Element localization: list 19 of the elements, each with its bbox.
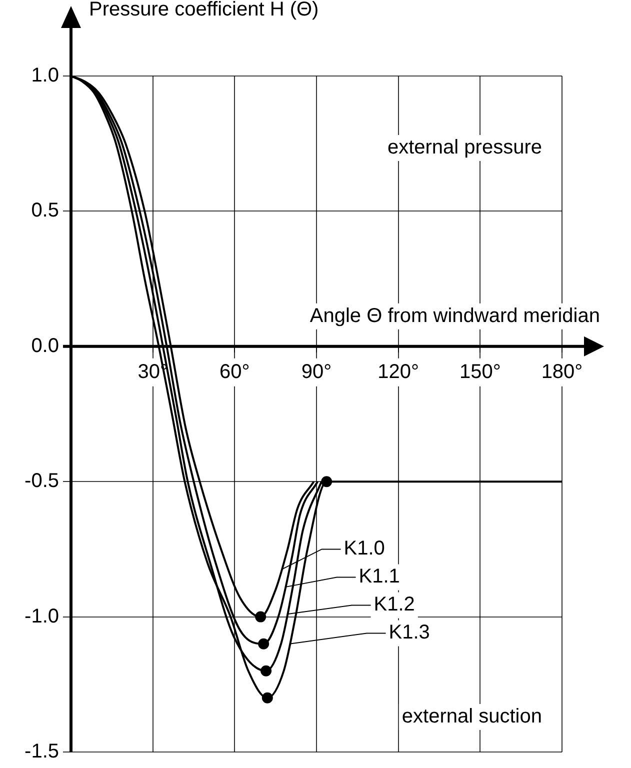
y-tick-label: -1.0 — [24, 605, 59, 628]
x-axis-title: Angle Θ from windward meridian — [310, 304, 600, 327]
annotation: external pressure — [387, 136, 542, 159]
y-tick-label: -1.5 — [24, 740, 59, 763]
x-tick-label: 150° — [459, 360, 501, 383]
y-tick-label: 0.0 — [31, 334, 59, 357]
legend-label: K1.1 — [358, 566, 400, 588]
y-tick-label: 1.0 — [31, 64, 59, 87]
y-tick-label: 0.5 — [31, 200, 59, 222]
x-tick-label: 60° — [220, 360, 250, 383]
x-tick-label: 180° — [541, 360, 583, 383]
x-tick-label: 120° — [378, 360, 420, 383]
legend-label: K1.0 — [344, 538, 385, 560]
legend-label: K1.3 — [388, 622, 430, 644]
y-tick-label: -0.5 — [24, 470, 59, 492]
x-tick-label: 90° — [301, 360, 332, 383]
annotation: external suction — [402, 706, 542, 728]
legend-label: K1.2 — [374, 594, 415, 616]
y-axis-title: Pressure coefficient H (Θ) — [89, 0, 319, 21]
